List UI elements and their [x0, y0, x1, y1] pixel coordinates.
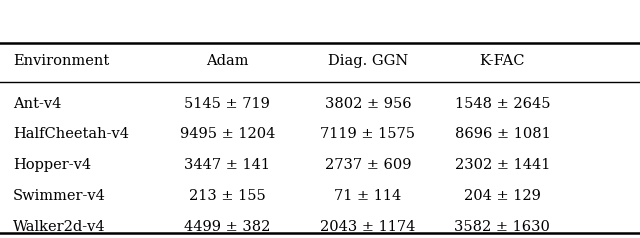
Text: 8696 ± 1081: 8696 ± 1081: [454, 128, 550, 141]
Text: Swimmer-v4: Swimmer-v4: [13, 189, 106, 203]
Text: 71 ± 114: 71 ± 114: [334, 189, 402, 203]
Text: Adam: Adam: [206, 54, 248, 68]
Text: 3582 ± 1630: 3582 ± 1630: [454, 220, 550, 234]
Text: 204 ± 129: 204 ± 129: [464, 189, 541, 203]
Text: 2737 ± 609: 2737 ± 609: [324, 159, 412, 172]
Text: Walker2d-v4: Walker2d-v4: [13, 220, 106, 234]
Text: 2302 ± 1441: 2302 ± 1441: [454, 159, 550, 172]
Text: Hopper-v4: Hopper-v4: [13, 159, 91, 172]
Text: K-FAC: K-FAC: [479, 54, 525, 68]
Text: Environment: Environment: [13, 54, 109, 68]
Text: Diag. GGN: Diag. GGN: [328, 54, 408, 68]
Text: 213 ± 155: 213 ± 155: [189, 189, 266, 203]
Text: Ant-v4: Ant-v4: [13, 97, 61, 110]
Text: 3447 ± 141: 3447 ± 141: [184, 159, 270, 172]
Text: 1548 ± 2645: 1548 ± 2645: [454, 97, 550, 110]
Text: 9495 ± 1204: 9495 ± 1204: [179, 128, 275, 141]
Text: HalfCheetah-v4: HalfCheetah-v4: [13, 128, 129, 141]
Text: 4499 ± 382: 4499 ± 382: [184, 220, 270, 234]
Text: 3802 ± 956: 3802 ± 956: [324, 97, 412, 110]
Text: 7119 ± 1575: 7119 ± 1575: [321, 128, 415, 141]
Text: 2043 ± 1174: 2043 ± 1174: [320, 220, 416, 234]
Text: 5145 ± 719: 5145 ± 719: [184, 97, 270, 110]
